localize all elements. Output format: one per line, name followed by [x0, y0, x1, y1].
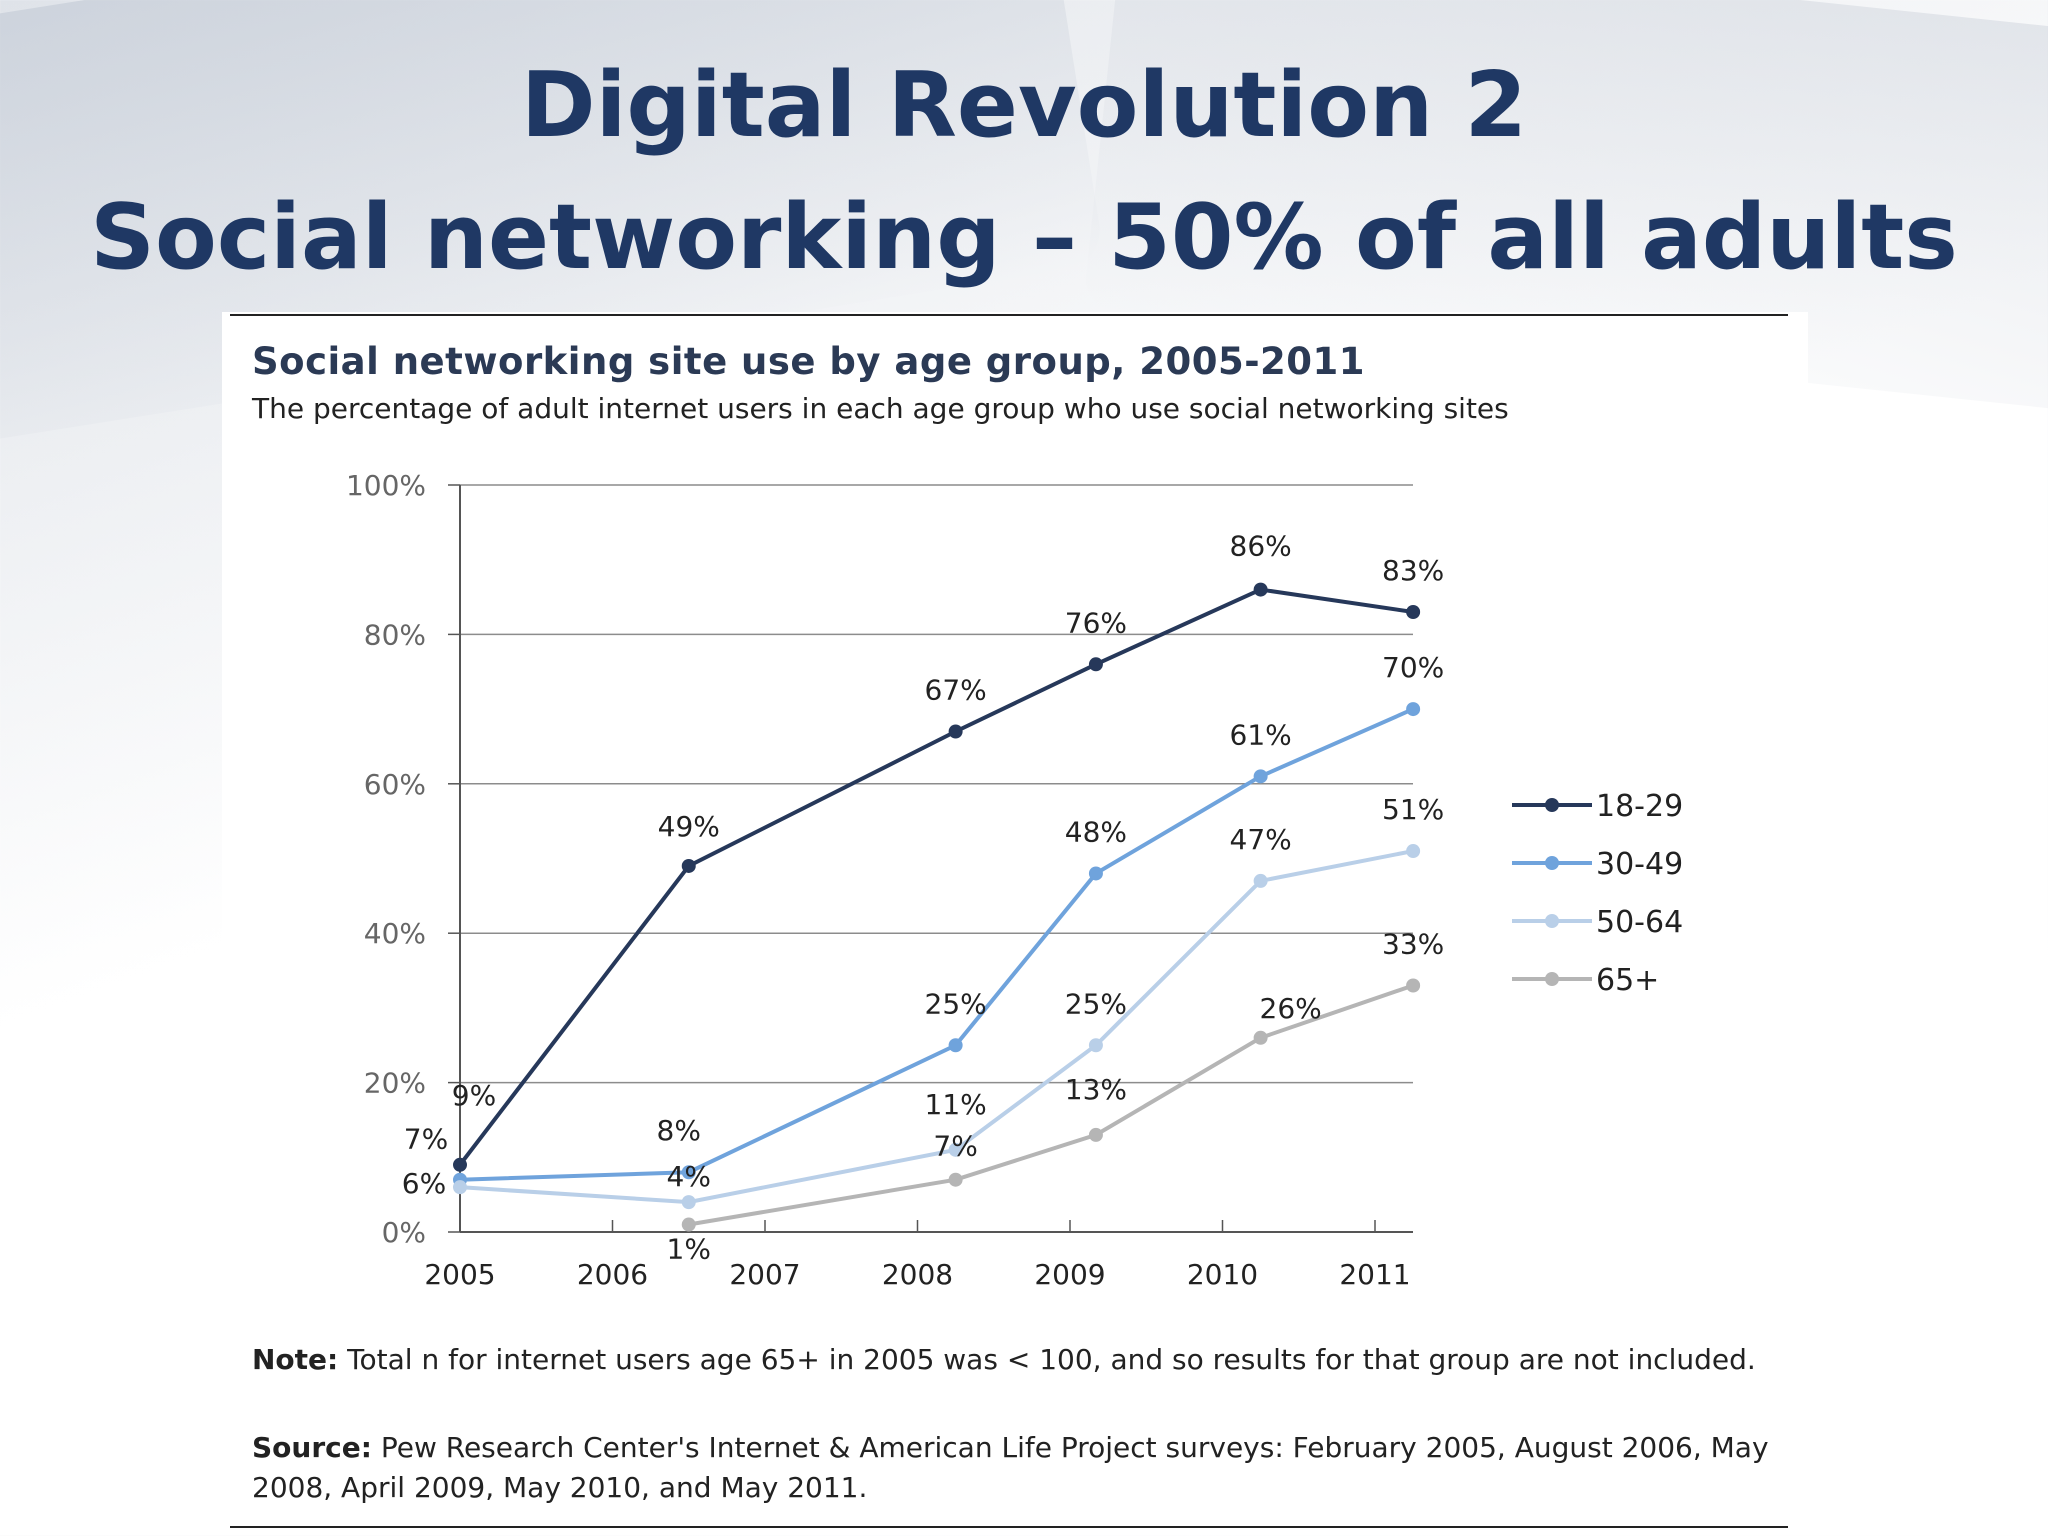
figure-bottom-rule: [230, 1526, 1788, 1528]
data-label: 13%: [1065, 1073, 1127, 1106]
source-label: Source:: [252, 1431, 372, 1464]
data-label: 7%: [404, 1123, 448, 1156]
slide-title: Digital Revolution 2 Social networking –…: [0, 40, 2048, 304]
data-label: 48%: [1065, 815, 1127, 848]
legend-swatch-marker: [1545, 798, 1559, 812]
chart-subtitle: The percentage of adult internet users i…: [252, 392, 1509, 425]
series-line-50-64: [459, 849, 1414, 1205]
data-point: [948, 1142, 963, 1157]
data-label: 33%: [1382, 927, 1444, 960]
data-label: 61%: [1230, 718, 1292, 751]
data-label: 11%: [925, 1088, 987, 1121]
legend-label: 30-49: [1596, 847, 1683, 882]
series-line-18-29: [458, 587, 1414, 1166]
data-label: 4%: [667, 1160, 711, 1193]
data-label: 26%: [1260, 992, 1322, 1025]
data-label: 83%: [1382, 554, 1444, 587]
data-label: 70%: [1382, 651, 1444, 684]
data-point: [948, 1172, 963, 1187]
data-point: [453, 1180, 467, 1195]
data-point: [948, 724, 963, 739]
note-text: Total n for internet users age 65+ in 20…: [338, 1343, 1756, 1376]
data-label: 6%: [402, 1167, 446, 1200]
data-point: [1406, 702, 1421, 717]
data-point: [1253, 582, 1268, 597]
data-label: 1%: [667, 1233, 711, 1266]
data-point: [1253, 873, 1268, 888]
data-label: 7%: [933, 1130, 977, 1163]
series-line-30-49: [459, 707, 1414, 1182]
y-tick-label: 100%: [346, 469, 426, 502]
data-point: [453, 1157, 467, 1172]
slide-title-line-1: Digital Revolution 2: [520, 53, 1528, 158]
figure-top-rule: [230, 314, 1788, 316]
slide-title-line-2: Social networking – 50% of all adults: [90, 185, 1958, 290]
data-label: 76%: [1065, 606, 1127, 639]
y-tick-label: 40%: [364, 917, 426, 950]
data-point: [681, 1217, 696, 1232]
y-tick-label: 0%: [382, 1216, 426, 1249]
legend-swatch-marker: [1545, 914, 1559, 928]
x-tick-label: 2006: [577, 1258, 648, 1291]
y-tick-label: 20%: [364, 1067, 426, 1100]
data-point: [1088, 1038, 1103, 1053]
data-label: 47%: [1230, 823, 1292, 856]
y-tick-label: 60%: [364, 768, 426, 801]
data-point: [1406, 604, 1421, 619]
note-label: Note:: [252, 1343, 339, 1376]
legend-swatch-marker: [1545, 972, 1559, 986]
chart-note: Note: Total n for internet users age 65+…: [252, 1340, 1792, 1380]
data-point: [1253, 1030, 1268, 1045]
x-tick-label: 2008: [882, 1258, 953, 1291]
data-point: [1406, 978, 1421, 993]
x-tick-label: 2009: [1034, 1258, 1105, 1291]
data-point: [1088, 657, 1103, 672]
chart-source: Source: Pew Research Center's Internet &…: [252, 1428, 1792, 1508]
data-label: 8%: [657, 1114, 701, 1147]
data-label: 51%: [1382, 793, 1444, 826]
legend-label: 50-64: [1596, 905, 1683, 940]
data-point: [948, 1038, 963, 1053]
data-label: 25%: [925, 987, 987, 1020]
data-label: 86%: [1230, 530, 1292, 563]
chart-title: Social networking site use by age group,…: [252, 340, 1366, 383]
data-point: [681, 1195, 696, 1210]
data-point: [681, 858, 696, 873]
y-tick-label: 80%: [364, 618, 426, 651]
x-tick-label: 2011: [1339, 1258, 1410, 1291]
data-point: [1406, 844, 1421, 859]
data-point: [681, 1165, 696, 1180]
legend-swatch-marker: [1545, 856, 1559, 870]
data-label: 9%: [452, 1079, 496, 1112]
x-tick-label: 2007: [729, 1258, 800, 1291]
source-text: Pew Research Center's Internet & America…: [252, 1431, 1769, 1504]
x-tick-label: 2005: [424, 1258, 495, 1291]
legend-label: 18-29: [1596, 789, 1683, 824]
data-point: [1088, 1127, 1103, 1142]
data-label: 25%: [1065, 987, 1127, 1020]
data-label: 67%: [925, 674, 987, 707]
legend-label: 65+: [1596, 963, 1659, 998]
data-point: [1088, 866, 1103, 881]
x-tick-label: 2010: [1187, 1258, 1258, 1291]
data-point: [1253, 769, 1268, 784]
data-label: 49%: [658, 810, 720, 843]
